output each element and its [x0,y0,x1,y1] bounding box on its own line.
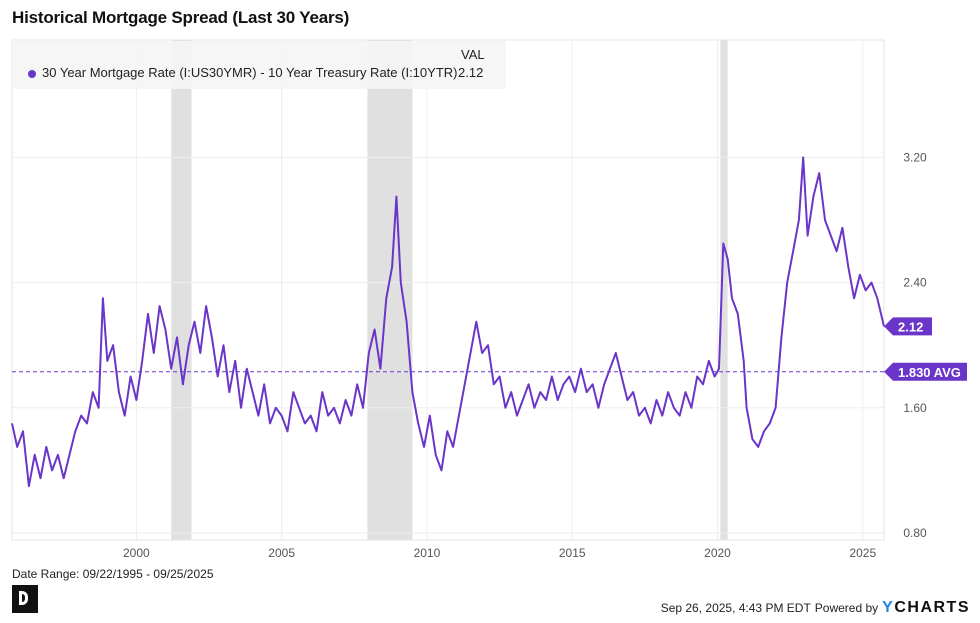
date-range: Date Range: 09/22/1995 - 09/25/2025 [12,567,214,581]
recession-band [720,40,728,540]
y-tick-label: 1.60 [903,401,927,415]
recession-band [367,40,413,540]
y-tick-label: 3.20 [903,150,927,164]
plot-frame [11,39,885,541]
y-tick-label: 2.40 [903,276,927,290]
x-tick-label: 2020 [704,546,731,560]
powered-by: Powered by [814,601,879,615]
series-line [11,156,885,488]
footer: Sep 26, 2025, 4:43 PM EDT Powered by YCH… [661,599,970,617]
x-tick-label: 2015 [559,546,586,560]
last-value-tag: 2.12 [898,319,923,334]
y-tick-label: 0.80 [903,526,927,540]
chart-title: Historical Mortgage Spread (Last 30 Year… [12,8,350,27]
legend-series-value: 2.12 [458,65,484,80]
x-tick-label: 2005 [268,546,295,560]
average-tag-bg [884,362,967,381]
last-value-tag-bg [884,317,932,336]
x-tick-label: 2010 [414,546,441,560]
ycharts-logo[interactable]: YCHARTS [882,599,970,616]
legend-series-name[interactable]: 30 Year Mortgage Rate (I:US30YMR) - 10 Y… [42,65,458,80]
average-tag: 1.830 AVG [898,365,961,380]
recession-band [171,40,192,540]
legend: VAL 30 Year Mortgage Rate (I:US30YMR) - … [12,41,506,89]
x-tick-label: 2000 [123,546,150,560]
d-logo-icon [12,585,38,613]
legend-value-header: VAL [461,47,485,62]
x-tick-label: 2025 [849,546,876,560]
timestamp: Sep 26, 2025, 4:43 PM EDT [660,601,811,615]
series-dot-icon [28,70,36,78]
